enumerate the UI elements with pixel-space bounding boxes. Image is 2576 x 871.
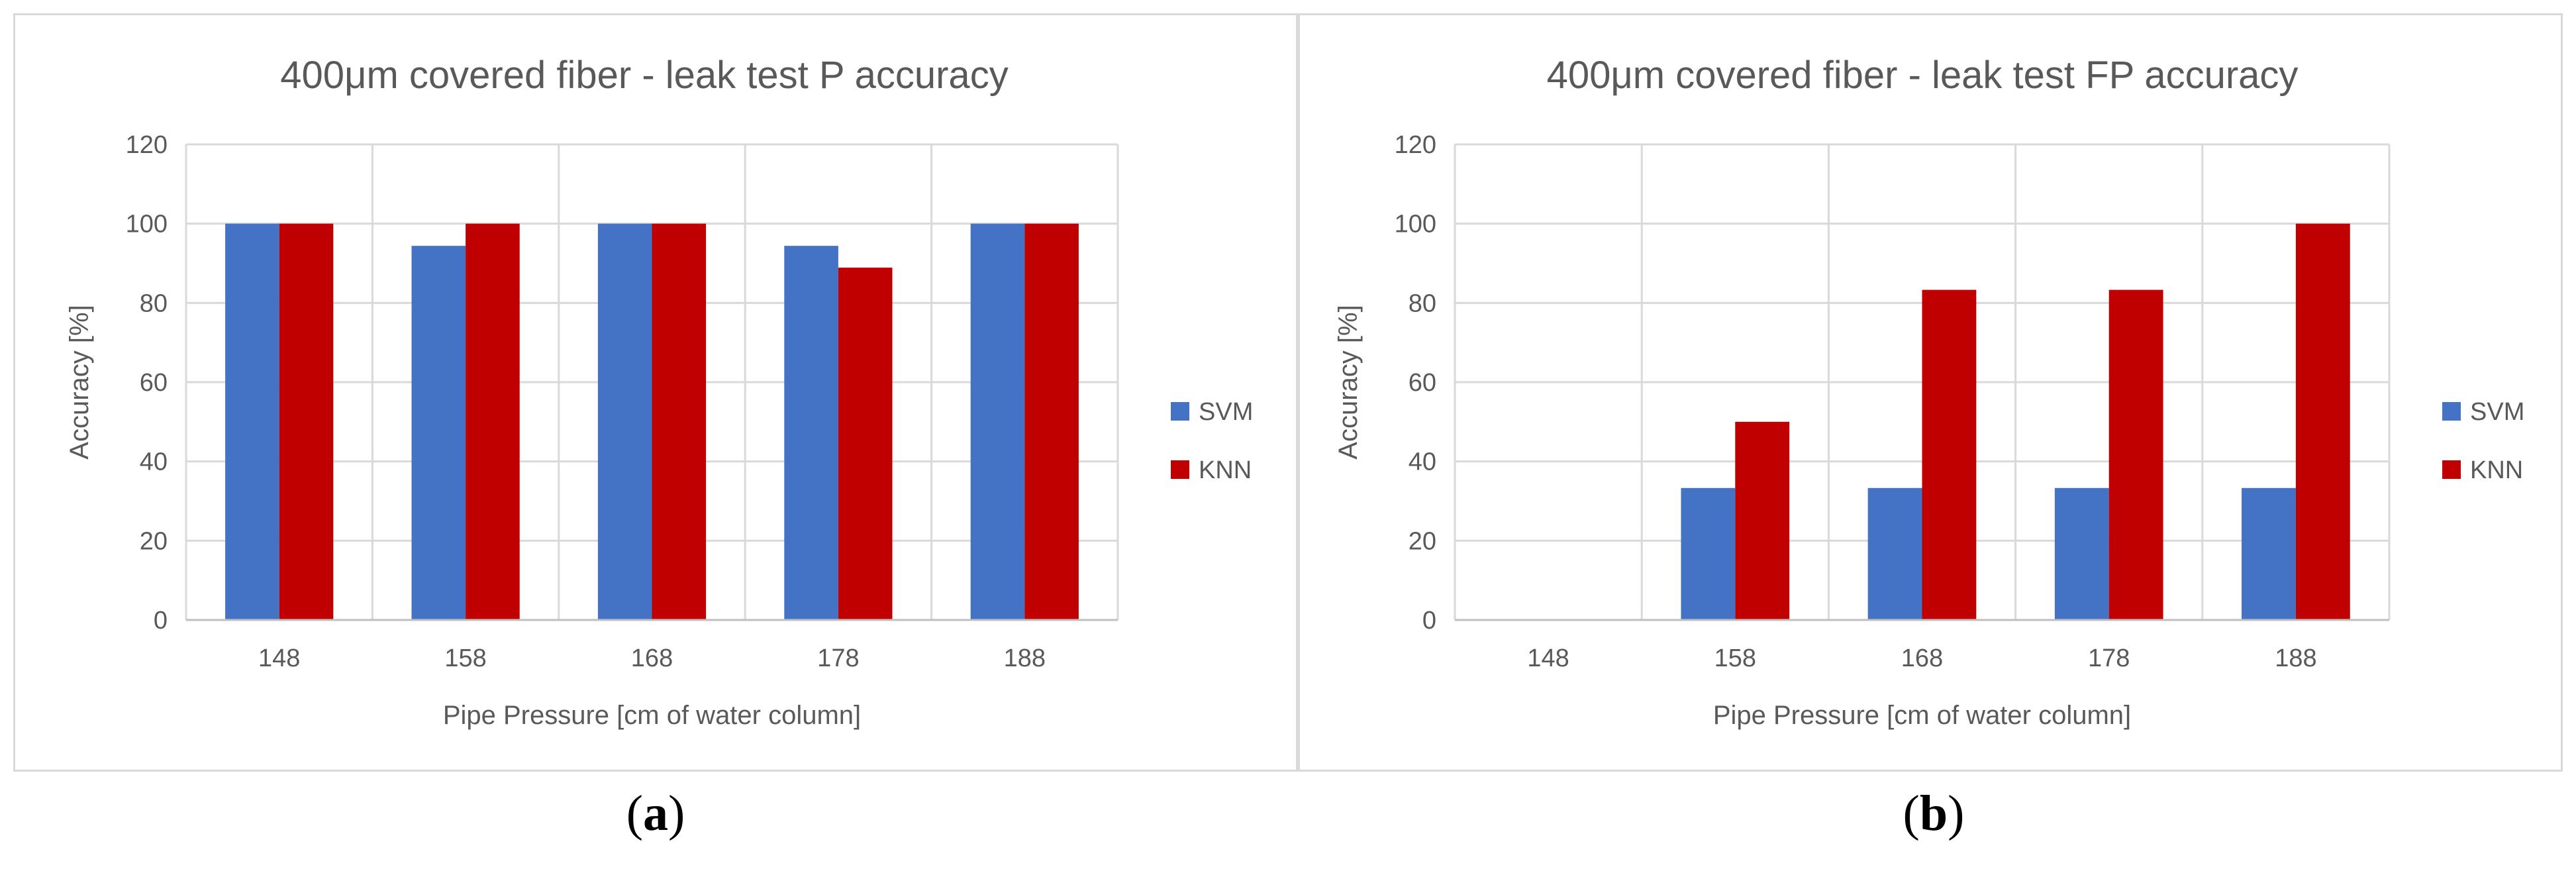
x-tick-label: 158 xyxy=(444,644,486,672)
y-tick-label: 40 xyxy=(1409,448,1436,476)
bar-svm-158 xyxy=(1681,487,1736,620)
bar-svm-158 xyxy=(411,246,466,620)
legend-label-knn: KNN xyxy=(1199,456,1252,484)
y-tick-label: 80 xyxy=(1409,289,1436,317)
legend-label-svm: SVM xyxy=(1199,398,1253,426)
chart-panel-a: 400μm covered fiber - leak test P accura… xyxy=(13,13,1298,772)
y-tick-label: 20 xyxy=(1409,527,1436,555)
x-tick-label: 188 xyxy=(2275,644,2316,672)
caption-a: (a) xyxy=(626,786,685,841)
chart-a: 400μm covered fiber - leak test P accura… xyxy=(65,54,1253,730)
y-tick-label: 120 xyxy=(1395,131,1436,159)
legend-swatch-svm xyxy=(2442,402,2461,421)
legend-swatch-knn xyxy=(1171,460,1189,479)
y-tick-label: 20 xyxy=(140,527,168,555)
caption-b: (b) xyxy=(1903,786,1965,841)
bar-svm-188 xyxy=(2242,487,2296,620)
y-tick-label: 0 xyxy=(154,607,168,635)
y-tick-label: 60 xyxy=(140,369,168,397)
y-tick-label: 40 xyxy=(140,448,168,476)
x-tick-label: 178 xyxy=(817,644,859,672)
bar-knn-158 xyxy=(1735,421,1790,620)
bar-knn-168 xyxy=(652,223,707,621)
y-tick-label: 100 xyxy=(126,211,168,238)
y-tick-label: 120 xyxy=(126,131,168,159)
x-tick-label: 178 xyxy=(2088,644,2130,672)
x-tick-label: 168 xyxy=(1901,644,1943,672)
bar-knn-148 xyxy=(279,223,334,621)
legend-swatch-svm xyxy=(1171,402,1189,421)
x-tick-label: 158 xyxy=(1714,644,1756,672)
bar-knn-178 xyxy=(838,268,893,620)
bar-svm-188 xyxy=(970,223,1025,621)
bar-svm-168 xyxy=(597,223,652,621)
y-axis-label: Accuracy [%] xyxy=(65,305,94,459)
x-tick-label: 168 xyxy=(631,644,673,672)
y-tick-label: 100 xyxy=(1395,211,1436,238)
bar-svm-178 xyxy=(784,246,838,620)
chart-b: 400μm covered fiber - leak test FP accur… xyxy=(1334,54,2524,730)
chart-panel-b: 400μm covered fiber - leak test FP accur… xyxy=(1298,13,2563,772)
bar-svm-168 xyxy=(1867,487,1922,620)
legend-label-svm: SVM xyxy=(2470,398,2524,426)
bar-knn-188 xyxy=(1024,223,1079,621)
y-tick-label: 0 xyxy=(1422,607,1436,635)
y-tick-label: 60 xyxy=(1409,369,1436,397)
chart-title: 400μm covered fiber - leak test FP accur… xyxy=(1547,54,2299,97)
bar-knn-168 xyxy=(1922,289,1977,620)
bar-svm-178 xyxy=(2054,487,2109,620)
chart-title: 400μm covered fiber - leak test P accura… xyxy=(280,54,1008,97)
x-tick-label: 148 xyxy=(258,644,300,672)
x-axis-label: Pipe Pressure [cm of water column] xyxy=(1713,701,2131,730)
bar-knn-158 xyxy=(466,223,520,621)
legend-label-knn: KNN xyxy=(2470,456,2523,484)
x-axis-label: Pipe Pressure [cm of water column] xyxy=(443,701,861,730)
bar-svm-148 xyxy=(225,223,279,621)
bar-knn-178 xyxy=(2108,289,2163,620)
x-tick-label: 188 xyxy=(1004,644,1046,672)
x-tick-label: 148 xyxy=(1527,644,1569,672)
legend-swatch-knn xyxy=(2442,460,2461,479)
bar-knn-188 xyxy=(2295,223,2350,621)
y-tick-label: 80 xyxy=(140,289,168,317)
y-axis-label: Accuracy [%] xyxy=(1334,305,1363,459)
